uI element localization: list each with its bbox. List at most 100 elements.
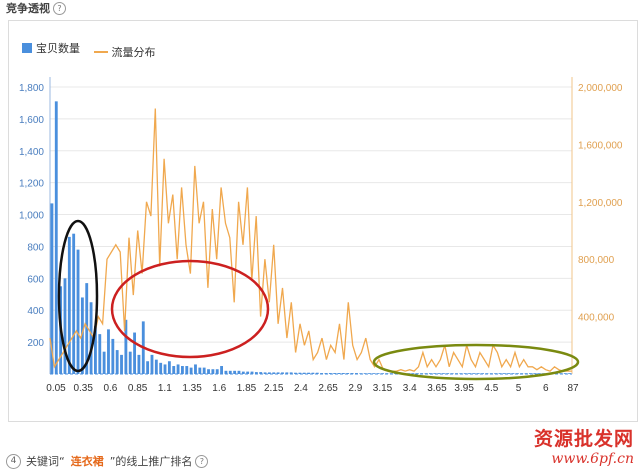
bar bbox=[502, 373, 506, 374]
x-tick-label: 5 bbox=[516, 383, 522, 394]
bar bbox=[194, 364, 197, 374]
bar bbox=[311, 372, 315, 374]
watermark-line2: www.6pf.cn bbox=[551, 451, 634, 467]
bar bbox=[124, 319, 128, 374]
bar bbox=[263, 372, 267, 374]
bar bbox=[233, 370, 237, 374]
section-title: 竞争透视? bbox=[6, 0, 66, 16]
bar bbox=[341, 373, 345, 374]
bar bbox=[498, 373, 502, 374]
bar bbox=[476, 373, 480, 374]
bar bbox=[146, 361, 150, 374]
x-tick-label: 3.65 bbox=[427, 383, 447, 394]
bar bbox=[150, 354, 154, 374]
x-tick-label: 1.35 bbox=[182, 383, 202, 394]
bar bbox=[215, 369, 219, 374]
bar bbox=[289, 372, 293, 374]
y-left-tick-label: 1,400 bbox=[19, 147, 44, 158]
bar bbox=[98, 334, 102, 374]
x-tick-label: 2.4 bbox=[294, 383, 308, 394]
keyword-text[interactable]: 连衣裙 bbox=[70, 455, 104, 468]
bar bbox=[259, 372, 263, 374]
bar bbox=[211, 369, 215, 374]
y-right-tick-label: 400,000 bbox=[578, 313, 615, 324]
bar bbox=[159, 362, 163, 374]
bar bbox=[281, 372, 284, 374]
bar bbox=[185, 366, 189, 374]
x-tick-label: 1.1 bbox=[158, 383, 172, 394]
bar bbox=[154, 359, 158, 374]
bar bbox=[276, 372, 280, 374]
bar bbox=[54, 101, 58, 374]
bar bbox=[433, 373, 437, 374]
y-right-tick-label: 2,000,000 bbox=[578, 83, 623, 94]
x-tick-label: 2.15 bbox=[264, 383, 284, 394]
watermark-line1: 资源批发网 bbox=[533, 428, 634, 450]
help-icon-bottom[interactable]: ? bbox=[195, 454, 209, 468]
x-tick-label: 3.95 bbox=[454, 383, 474, 394]
bar bbox=[376, 373, 380, 374]
bar bbox=[63, 278, 67, 374]
bar bbox=[272, 372, 276, 374]
bar bbox=[94, 326, 97, 374]
bar bbox=[507, 373, 511, 374]
bar bbox=[533, 373, 537, 374]
bar bbox=[202, 367, 206, 374]
bar bbox=[337, 373, 341, 374]
legend-label-line: 流量分布 bbox=[111, 46, 156, 59]
x-tick-label: 87 bbox=[567, 383, 579, 394]
bar bbox=[85, 283, 89, 374]
bar bbox=[80, 297, 84, 374]
help-icon[interactable]: ? bbox=[53, 2, 66, 15]
chart-legend: 宝贝数量 流量分布 bbox=[22, 40, 166, 60]
bar bbox=[181, 366, 184, 374]
bar bbox=[302, 372, 306, 374]
x-tick-label: 3.4 bbox=[403, 383, 417, 394]
bar bbox=[207, 369, 210, 374]
bar bbox=[220, 366, 223, 374]
bar bbox=[372, 373, 376, 374]
legend-item-bars[interactable]: 宝贝数量 bbox=[22, 40, 80, 56]
bar bbox=[472, 373, 476, 374]
bar bbox=[307, 372, 310, 374]
bar bbox=[72, 233, 76, 374]
bar bbox=[315, 372, 319, 374]
y-left-tick-label: 1,800 bbox=[19, 83, 44, 94]
y-left-tick-label: 400 bbox=[27, 306, 44, 317]
bar bbox=[137, 354, 141, 374]
bar bbox=[268, 372, 271, 374]
x-tick-label: 4.5 bbox=[484, 383, 498, 394]
bar bbox=[120, 354, 123, 374]
keyword-suffix: ”的线上推广排名 bbox=[109, 455, 193, 468]
bar bbox=[111, 338, 115, 374]
bar bbox=[511, 373, 515, 374]
bar bbox=[250, 371, 254, 374]
bar bbox=[228, 370, 232, 374]
x-tick-label: 2.9 bbox=[348, 383, 362, 394]
section-title-text: 竞争透视 bbox=[6, 2, 50, 15]
bar bbox=[50, 203, 54, 374]
legend-swatch-bars bbox=[22, 43, 32, 53]
next-section-header: 4 关键词“ 连衣裙 ”的线上推广排名 ? bbox=[6, 453, 209, 469]
bar bbox=[107, 329, 110, 374]
bar bbox=[224, 370, 228, 374]
bar bbox=[67, 236, 71, 374]
bar bbox=[76, 249, 80, 374]
y-left-tick-label: 200 bbox=[27, 338, 44, 349]
bar bbox=[133, 332, 136, 374]
bar bbox=[163, 364, 167, 374]
y-left-tick-label: 1,000 bbox=[19, 211, 44, 222]
y-left-tick-label: 1,200 bbox=[19, 179, 44, 190]
bar bbox=[128, 351, 132, 374]
x-tick-label: 1.85 bbox=[237, 383, 257, 394]
bar bbox=[537, 373, 541, 374]
bar bbox=[246, 371, 250, 374]
x-tick-label: 2.65 bbox=[318, 383, 338, 394]
highlight-ellipse-red bbox=[110, 259, 270, 359]
bar bbox=[568, 373, 571, 374]
legend-label-bars: 宝贝数量 bbox=[36, 42, 80, 55]
x-tick-label: 0.85 bbox=[128, 383, 148, 394]
legend-item-line[interactable]: 流量分布 bbox=[93, 44, 156, 60]
bar bbox=[167, 361, 171, 374]
